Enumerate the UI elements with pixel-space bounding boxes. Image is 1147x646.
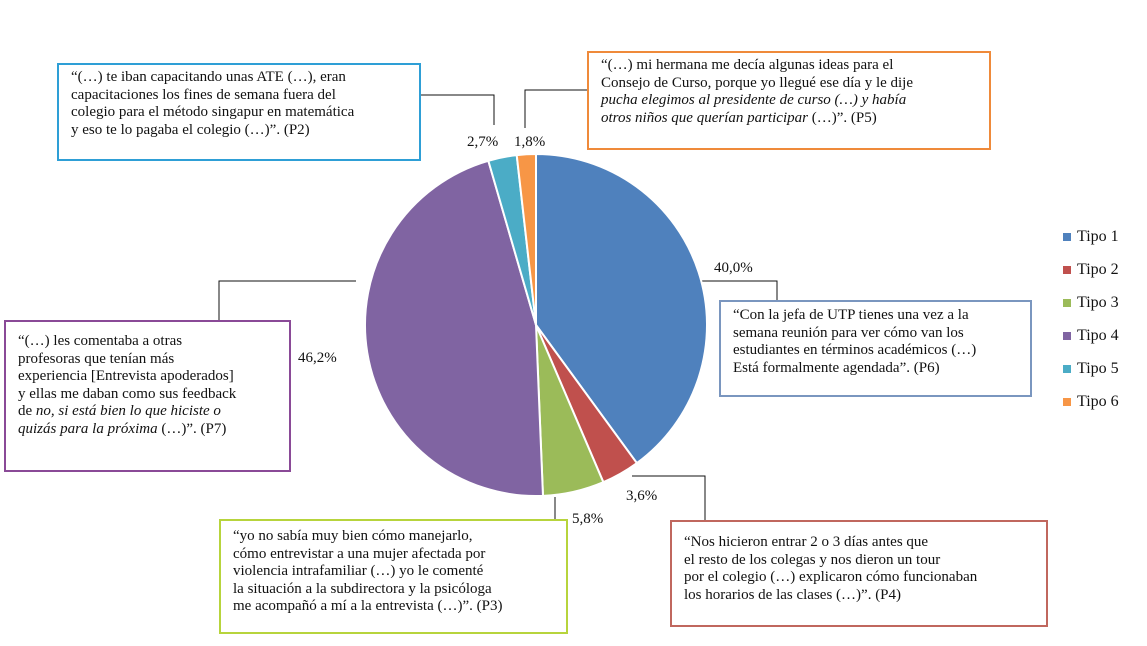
leader-line xyxy=(632,475,706,520)
quote-p5-tail: (…)”. (P5) xyxy=(807,109,877,126)
quote-p7-italic-part: quizás para la próxima xyxy=(18,420,158,437)
data-label: 3,6% xyxy=(626,488,657,504)
legend-swatch xyxy=(1063,397,1071,406)
quote-p4-line: “Nos hicieron entrar 2 o 3 días antes qu… xyxy=(684,534,929,550)
quote-p4-line: el resto de los colegas y nos dieron un … xyxy=(684,551,941,568)
quote-p7-line: y ellas me daban como sus feedback xyxy=(18,385,237,402)
data-label: 46,2% xyxy=(298,350,337,366)
quote-box-p2: “(…) te iban capacitando unas ATE (…), e… xyxy=(57,63,421,161)
quote-p3-line: cómo entrevistar a una mujer afectada po… xyxy=(233,545,486,562)
quote-p7-tail: (…)”. (P7) xyxy=(157,420,227,437)
quote-p2-line: y eso te lo pagaba el colegio (…)”. (P2) xyxy=(71,121,310,138)
quote-box-p6: “Con la jefa de UTP tienes una vez a la … xyxy=(719,300,1032,397)
legend-item: Tipo 6 xyxy=(1063,385,1119,418)
quote-p7-italic-part: no, si está bien lo que hiciste o xyxy=(35,403,221,419)
pie-slice-tipo-6 xyxy=(515,152,537,326)
data-label: 5,8% xyxy=(572,511,603,527)
legend-swatch xyxy=(1063,265,1071,274)
legend-label: Tipo 1 xyxy=(1077,227,1119,245)
quote-p5-line: Consejo de Curso, porque yo llegué ese d… xyxy=(601,74,914,91)
leader-line xyxy=(421,94,495,125)
legend: Tipo 1 Tipo 2 Tipo 3 Tipo 4 Tipo 5 Tipo … xyxy=(1063,220,1119,418)
data-label: 40,0% xyxy=(714,260,753,276)
legend-label: Tipo 4 xyxy=(1077,326,1119,344)
quote-box-p3: “yo no sabía muy bien cómo manejarlo, có… xyxy=(219,519,568,634)
legend-item: Tipo 4 xyxy=(1063,319,1119,352)
legend-label: Tipo 3 xyxy=(1077,293,1119,311)
legend-label: Tipo 6 xyxy=(1077,392,1119,410)
quote-p7-line-mixed: de no, si está bien lo que hiciste o xyxy=(18,403,281,421)
quote-p5-line-italic: pucha elegimos al presidente de curso (…… xyxy=(601,92,907,108)
quote-p3-line: me acompañó a mí a la entrevista (…)”. (… xyxy=(233,598,503,614)
legend-swatch xyxy=(1063,232,1071,241)
quote-p2-line: capacitaciones los fines de semana fuera… xyxy=(71,86,336,103)
legend-item: Tipo 5 xyxy=(1063,352,1119,385)
pie-slice-tipo-1 xyxy=(535,152,708,465)
quote-p6-line: “Con la jefa de UTP tienes una vez a la xyxy=(733,307,969,323)
quote-p3-line: violencia intrafamiliar (…) yo le coment… xyxy=(233,563,484,579)
quote-box-p4: “Nos hicieron entrar 2 o 3 días antes qu… xyxy=(670,520,1048,627)
data-label: 1,8% xyxy=(514,134,545,150)
quote-p6-line: semana reunión para ver cómo van los xyxy=(733,324,964,341)
quote-p2-line: colegio para el método singapur en matem… xyxy=(71,104,355,120)
legend-item: Tipo 3 xyxy=(1063,286,1119,319)
data-labels: 40,0% 3,6% 5,8% 46,2% 2,7% 1,8% xyxy=(298,134,753,527)
legend-item: Tipo 2 xyxy=(1063,253,1119,286)
data-label: 2,7% xyxy=(467,134,498,150)
quote-p7-line: experiencia [Entrevista apoderados] xyxy=(18,368,234,384)
quote-p6-line: Está formalmente agendada”. (P6) xyxy=(733,359,940,376)
quote-p7-line: profesoras que tenían más xyxy=(18,350,175,367)
legend-swatch xyxy=(1063,298,1071,307)
quote-p5-italic-part: otros niños que querían participar xyxy=(601,109,808,126)
leader-line xyxy=(524,89,587,128)
legend-swatch xyxy=(1063,331,1071,340)
quote-p6-line: estudiantes en términos académicos (…) xyxy=(733,342,977,358)
quote-box-p7: “(…) les comentaba a otras profesoras qu… xyxy=(4,320,291,472)
quote-p5-line-mixed: otros niños que querían participar (…)”.… xyxy=(601,110,981,128)
legend-swatch xyxy=(1063,364,1071,373)
pie-slice-tipo-4 xyxy=(364,159,545,497)
quote-p4-line: por el colegio (…) explicaron cómo funci… xyxy=(684,569,978,585)
quote-p7-line-mixed: quizás para la próxima (…)”. (P7) xyxy=(18,421,281,439)
quote-p5-line: “(…) mi hermana me decía algunas ideas p… xyxy=(601,57,894,73)
quote-p3-line: “yo no sabía muy bien cómo manejarlo, xyxy=(233,528,473,544)
quote-box-p5: “(…) mi hermana me decía algunas ideas p… xyxy=(587,51,991,150)
leader-line xyxy=(699,280,778,300)
quote-p7-prefix: de xyxy=(18,403,36,419)
quote-p3-line: la situación a la subdirectora y la psic… xyxy=(233,580,492,597)
legend-item: Tipo 1 xyxy=(1063,220,1119,253)
pie-slices xyxy=(364,152,708,497)
legend-label: Tipo 5 xyxy=(1077,359,1119,377)
quote-p2-line: “(…) te iban capacitando unas ATE (…), e… xyxy=(71,69,346,85)
quote-p4-line: los horarios de las clases (…)”. (P4) xyxy=(684,586,902,603)
legend-label: Tipo 2 xyxy=(1077,260,1119,278)
quote-p7-line: “(…) les comentaba a otras xyxy=(18,333,183,349)
